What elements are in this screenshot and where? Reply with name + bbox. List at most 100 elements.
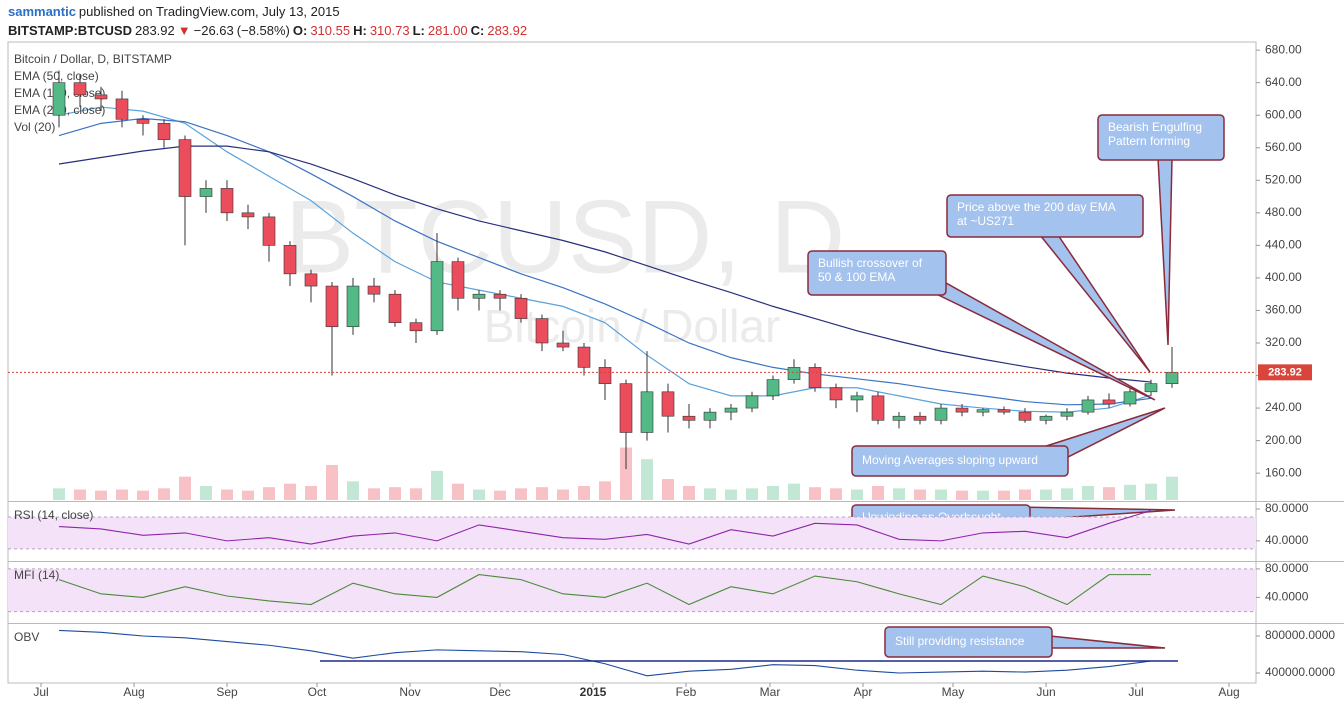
y-tick-label: 160.00 (1265, 465, 1302, 479)
callout-text: at ~US271 (957, 214, 1014, 228)
candle-body (913, 415, 927, 421)
volume-bar (431, 470, 443, 500)
ohlc-value: 310.55 (310, 23, 351, 38)
ohlc-value: 310.73 (369, 23, 410, 38)
pane-title: Bitcoin / Dollar, D, BITSTAMP (14, 52, 172, 66)
volume-bar (74, 489, 86, 500)
x-tick-label: Feb (676, 685, 697, 699)
volume-bar (515, 488, 527, 500)
volume-bar (452, 483, 464, 500)
candle-body (346, 285, 360, 328)
volume-bar (158, 488, 170, 500)
candle-body (94, 94, 108, 100)
candle-body (199, 188, 213, 197)
candle-body (52, 82, 66, 116)
volume-bar (641, 459, 653, 500)
volume-bar (200, 486, 212, 500)
callout-box (884, 626, 1053, 658)
volume-bar (1103, 487, 1115, 500)
y-tick-label: 80.0000 (1265, 561, 1309, 575)
candle-body (1102, 399, 1116, 405)
candle-body (1144, 383, 1158, 393)
y-tick-label: 80.0000 (1265, 501, 1309, 515)
candle-body (661, 391, 675, 417)
y-tick-label: 600.00 (1265, 107, 1302, 121)
candle-body (472, 293, 486, 299)
change: −26.63 (193, 23, 234, 38)
volume-bar (1061, 488, 1073, 500)
pane-title: MFI (14) (14, 568, 59, 582)
author[interactable]: sammantic (8, 4, 76, 19)
callout-box (851, 445, 1069, 477)
y-tick-label: 640.00 (1265, 75, 1302, 89)
y-tick-label: 440.00 (1265, 238, 1302, 252)
candle-body (241, 212, 255, 218)
y-tick-label: 680.00 (1265, 42, 1302, 56)
volume-bar (494, 490, 506, 500)
volume-bar (578, 486, 590, 500)
volume-bar (809, 487, 821, 500)
candle-body (829, 387, 843, 401)
volume-bar (620, 447, 632, 500)
volume-bar (851, 489, 863, 500)
y-tick-label: 40.0000 (1265, 590, 1309, 604)
ema-line (58, 145, 1152, 383)
x-tick-label: Jun (1036, 685, 1055, 699)
x-tick-label: Jul (33, 685, 48, 699)
candle-body (724, 407, 738, 413)
indicator-line (58, 574, 1151, 606)
volume-bar (368, 488, 380, 500)
indicator-line (58, 629, 1152, 677)
publish-text: published on TradingView.com, July 13, 2… (78, 4, 340, 19)
candle-body (598, 367, 612, 384)
candle-body (178, 139, 192, 197)
volume-bar (137, 490, 149, 500)
callout-arrow (1157, 157, 1173, 346)
y-tick-label: 520.00 (1265, 172, 1302, 186)
volume-bar (662, 479, 674, 500)
candle-body (430, 261, 444, 332)
x-tick-label: May (942, 685, 965, 699)
candle-body (262, 216, 276, 246)
y-tick-label: 400.00 (1265, 270, 1302, 284)
volume-bar (557, 489, 569, 500)
candle-body (703, 411, 717, 421)
candle-body (493, 293, 507, 299)
candle-body (787, 367, 801, 380)
y-tick-label: 480.00 (1265, 205, 1302, 219)
y-tick-label: 360.00 (1265, 303, 1302, 317)
x-tick-label: Aug (123, 685, 144, 699)
volume-bar (1082, 486, 1094, 500)
candle-body (388, 293, 402, 323)
volume-bar (305, 486, 317, 500)
ohlc-key: L: (412, 23, 425, 38)
symbol: BITSTAMP:BTCUSD (8, 23, 132, 38)
band (8, 568, 1256, 612)
y-tick-label: 400000.0000 (1265, 665, 1335, 679)
ohlc-key: O: (292, 23, 308, 38)
volume-bar (998, 490, 1010, 500)
callout-text: Bullish crossover of (818, 256, 923, 270)
indicator-line (58, 510, 1152, 545)
candle-body (1039, 415, 1053, 421)
candle-body (73, 82, 87, 96)
candle-body (619, 383, 633, 433)
candle-body (220, 188, 234, 214)
legend-entry: EMA (50, close) (14, 69, 99, 83)
candle-body (976, 409, 990, 413)
candle-body (1165, 372, 1179, 384)
x-tick-label: Oct (308, 685, 327, 699)
volume-bar (536, 487, 548, 500)
candle-body (115, 98, 129, 120)
arrow: ▼ (177, 23, 191, 38)
candle-body (745, 395, 759, 409)
pane-title: OBV (14, 630, 39, 644)
candle-body (283, 245, 297, 275)
y-tick-label: 240.00 (1265, 400, 1302, 414)
volume-bar (389, 487, 401, 500)
volume-bar (53, 488, 65, 500)
x-tick-label: Aug (1218, 685, 1239, 699)
watermark-sub: Bitcoin / Dollar (484, 300, 781, 352)
callout-text: Bearish Engulfing (1108, 120, 1202, 134)
x-tick-label: Apr (854, 685, 873, 699)
